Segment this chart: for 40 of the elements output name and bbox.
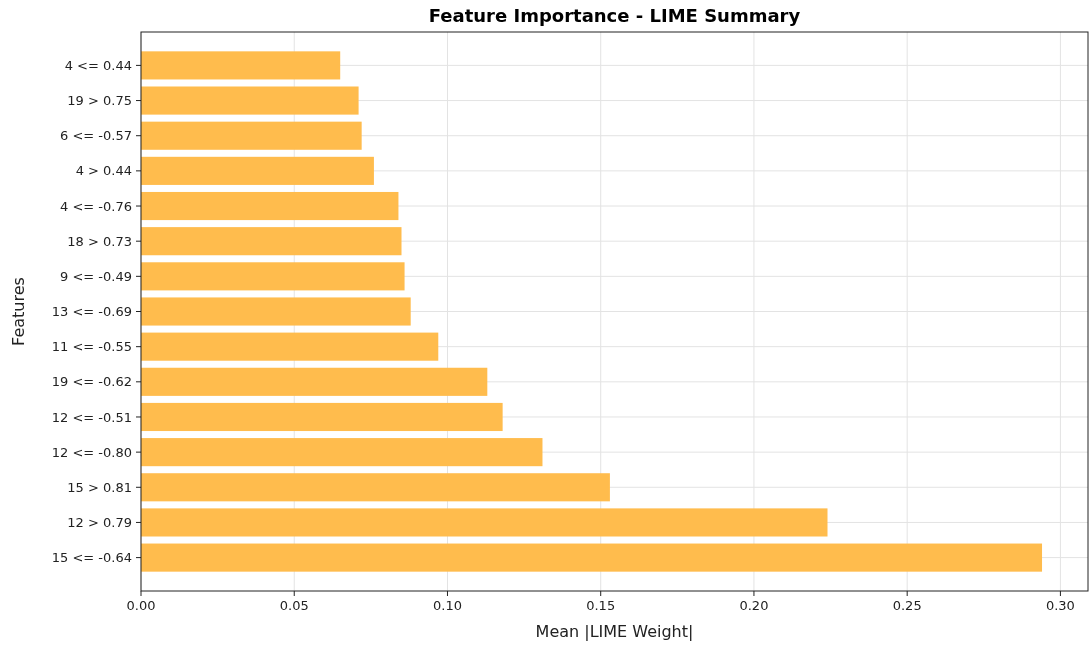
y-tick-label: 15 > 0.81	[67, 479, 132, 495]
y-tick-label: 4 > 0.44	[75, 163, 132, 179]
chart-title: Feature Importance - LIME Summary	[428, 5, 801, 26]
bar	[141, 402, 503, 432]
y-tick-label: 19 > 0.75	[67, 93, 132, 109]
x-tick-label: 0.25	[892, 598, 922, 613]
bar	[141, 543, 1043, 572]
y-axis-title: Features	[9, 277, 28, 346]
y-tick-label: 4 <= 0.44	[64, 57, 132, 73]
y-tick-label: 12 > 0.79	[67, 514, 132, 530]
x-tick-label: 0.20	[739, 598, 769, 613]
bar	[141, 438, 543, 467]
bar	[141, 367, 488, 396]
y-tick-label: 9 <= -0.49	[60, 268, 132, 284]
bar	[141, 473, 610, 502]
bar	[141, 508, 828, 537]
y-tick-label: 12 <= -0.80	[51, 444, 132, 460]
bar	[141, 156, 374, 185]
y-tick-label: 4 <= -0.76	[60, 198, 132, 214]
bar	[141, 51, 341, 80]
y-tick-label: 13 <= -0.69	[51, 304, 132, 320]
x-tick-label: 0.05	[279, 598, 309, 613]
x-tick-label: 0.00	[126, 598, 156, 613]
bar	[141, 297, 411, 326]
y-tick-label: 6 <= -0.57	[60, 128, 132, 144]
x-tick-label: 0.30	[1045, 598, 1075, 613]
bar	[141, 227, 402, 256]
bar	[141, 86, 359, 115]
y-tick-label: 19 <= -0.62	[51, 374, 132, 390]
bar	[141, 121, 362, 150]
x-axis-title: Mean |LIME Weight|	[535, 622, 694, 641]
x-tick-label: 0.15	[586, 598, 616, 613]
bar	[141, 332, 439, 361]
y-tick-label: 12 <= -0.51	[51, 409, 132, 425]
y-tick-label: 15 <= -0.64	[51, 550, 132, 566]
bar	[141, 191, 399, 221]
bar	[141, 262, 405, 291]
y-tick-label: 11 <= -0.55	[51, 339, 132, 355]
x-tick-label: 0.10	[433, 598, 462, 613]
y-tick-label: 18 > 0.73	[67, 233, 132, 249]
